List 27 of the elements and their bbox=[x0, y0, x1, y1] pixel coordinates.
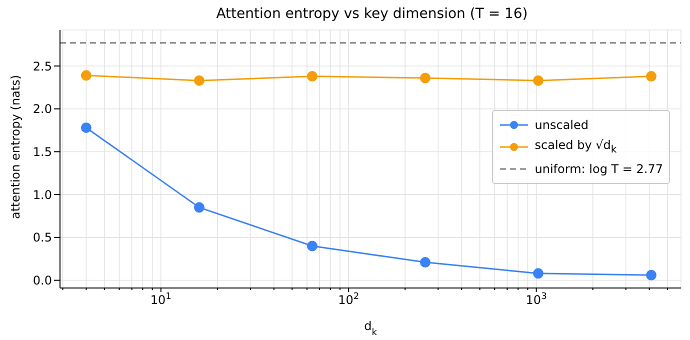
point bbox=[420, 72, 430, 84]
point bbox=[646, 270, 656, 280]
point bbox=[194, 202, 204, 213]
x-tick-label: 10$^{3}$ bbox=[526, 292, 547, 307]
x-tick-label: 10$^{2}$ bbox=[338, 292, 360, 307]
legend-label: scaled by √d$_{k}$ bbox=[534, 138, 617, 156]
x-tick-label: 10$^{1}$ bbox=[150, 292, 172, 307]
x-axis-title: d$_{k}$ bbox=[364, 319, 378, 338]
y-tick-label: 2.5 bbox=[32, 59, 52, 74]
y-tick-label: 0.5 bbox=[32, 230, 52, 245]
point bbox=[532, 268, 544, 279]
y-tick-label: 2.0 bbox=[32, 102, 52, 116]
y-tick-label: 0.0 bbox=[32, 274, 52, 288]
point bbox=[80, 122, 92, 133]
point bbox=[646, 71, 656, 82]
point bbox=[306, 240, 318, 252]
point bbox=[194, 75, 204, 86]
point bbox=[306, 71, 318, 82]
chart-title: Attention entropy vs key dimension (T = 16) bbox=[215, 6, 529, 22]
y-tick-label: 1.0 bbox=[32, 188, 52, 202]
point bbox=[420, 257, 430, 268]
y-axis-title: attention entropy (nats) bbox=[8, 74, 22, 219]
legend-label: unscaled bbox=[534, 118, 589, 132]
point bbox=[80, 70, 92, 81]
y-tick-label: 1.5 bbox=[32, 144, 52, 159]
legend-label: uniform: log T = 2.77 bbox=[534, 162, 663, 176]
point bbox=[532, 75, 544, 86]
